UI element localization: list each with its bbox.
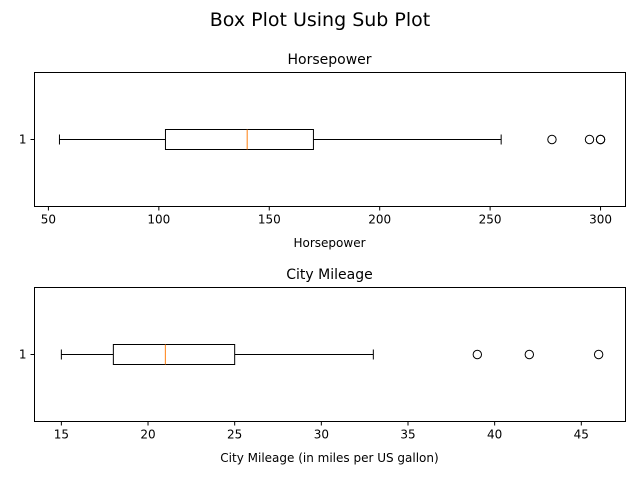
iqr-box	[112, 344, 236, 365]
subplot-city-mileage: City Mileage 15 20 25 30 35 40 45 1 City Milea…	[19, 267, 626, 465]
x-tick-label: 35	[400, 428, 415, 442]
iqr-box	[164, 129, 314, 150]
outlier-point	[584, 134, 595, 145]
x-tick-label: 20	[140, 428, 155, 442]
x-tick-label: 100	[147, 213, 170, 227]
x-tick-label: 30	[314, 428, 329, 442]
figure-title: Box Plot Using Sub Plot	[210, 9, 430, 31]
outlier-point	[524, 349, 535, 360]
x-tick-label: 200	[368, 213, 391, 227]
outlier-point	[472, 349, 483, 360]
subplot-horsepower: Horsepower 50 100 150 200 250 300 1 Horsepowe…	[19, 52, 626, 250]
x-tick-label: 250	[479, 213, 502, 227]
y-axis-ticks: 1	[19, 133, 35, 147]
x-tick-label: 300	[589, 213, 612, 227]
outlier-point	[593, 349, 604, 360]
subplot-title: Horsepower	[287, 52, 371, 68]
outlier-point	[595, 134, 606, 145]
x-axis-ticks: 15 20 25 30 35 40 45	[54, 421, 589, 442]
subplot-title: City Mileage	[286, 267, 372, 283]
y-tick-label: 1	[19, 348, 27, 362]
x-tick-label: 150	[258, 213, 281, 227]
x-axis-ticks: 50 100 150 200 250 300	[41, 206, 612, 227]
box-marks	[58, 129, 606, 150]
x-tick-label: 15	[54, 428, 69, 442]
x-tick-label: 50	[41, 213, 56, 227]
y-tick-label: 1	[19, 133, 27, 147]
x-tick-label: 45	[574, 428, 589, 442]
box-marks	[60, 344, 604, 365]
x-tick-label: 25	[227, 428, 242, 442]
x-tick-label: 40	[487, 428, 502, 442]
x-axis-label: City Mileage (in miles per US gallon)	[220, 451, 438, 465]
outlier-point	[547, 134, 557, 145]
y-axis-ticks: 1	[19, 348, 35, 362]
x-axis-label: Horsepower	[293, 236, 365, 250]
